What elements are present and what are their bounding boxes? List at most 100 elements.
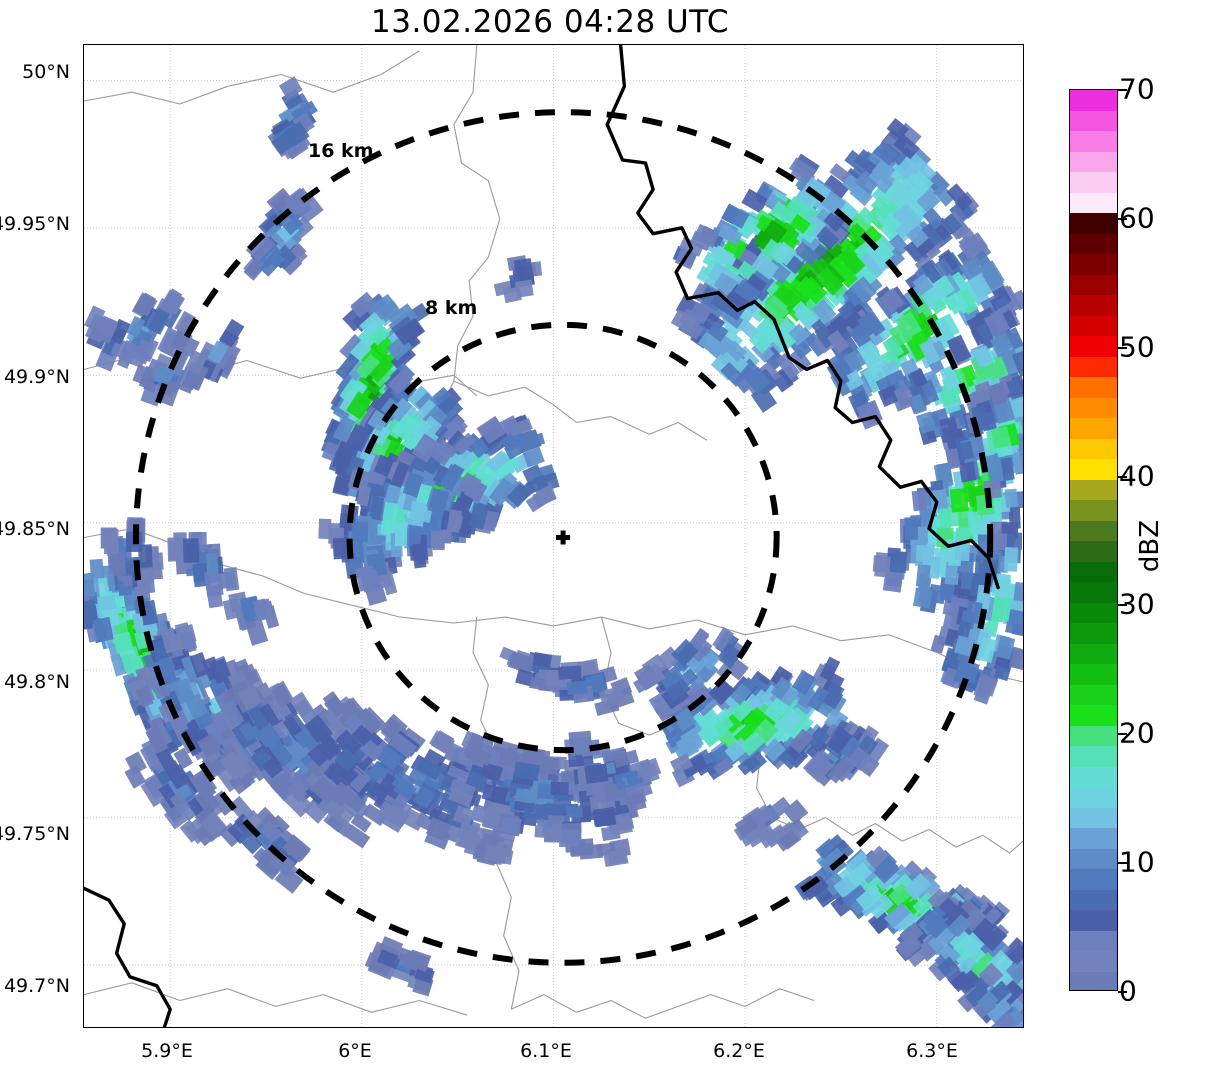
radar-echo-cell <box>140 599 159 626</box>
range-ring-8km <box>346 321 780 754</box>
radar-echo-cell <box>772 241 798 266</box>
radar-echo-cell <box>960 571 974 590</box>
radar-echo-cell <box>949 487 969 513</box>
colorbar-band <box>1070 828 1117 849</box>
radar-echo-cell <box>841 884 869 911</box>
radar-echo-cell <box>909 393 927 415</box>
x-tick-label: 5.9°E <box>141 1040 193 1062</box>
radar-echo-cell <box>838 248 866 276</box>
radar-echo-cell <box>244 617 269 646</box>
radar-echo-cell <box>632 780 653 799</box>
radar-echo-cell <box>257 243 283 269</box>
radar-echo-cell <box>566 680 588 695</box>
radar-echo-cell <box>213 350 231 370</box>
radar-echo-cell <box>169 791 191 815</box>
radar-echo-cell <box>712 245 735 265</box>
radar-echo-cell <box>670 309 698 334</box>
radar-echo-cell <box>924 913 950 939</box>
radar-echo-cell <box>268 738 295 767</box>
colorbar-band <box>1070 336 1117 357</box>
radar-echo-cell <box>318 731 341 755</box>
radar-echo-cell <box>332 781 360 808</box>
radar-echo-cell <box>743 706 768 732</box>
radar-echo-cell <box>415 757 443 781</box>
radar-echo-cell <box>336 762 359 785</box>
radar-echo-cell <box>747 689 771 714</box>
radar-echo-cell <box>92 616 114 643</box>
radar-echo-cell <box>248 705 269 731</box>
radar-echo-cell <box>218 318 245 348</box>
radar-echo-cell <box>954 635 975 657</box>
radar-echo-cell <box>218 822 244 848</box>
radar-echo-cell <box>365 353 394 383</box>
radar-echo-cell <box>712 626 734 652</box>
radar-echo-cell <box>920 379 940 405</box>
radar-echo-cell <box>665 678 691 702</box>
radar-echo-cell <box>887 234 910 257</box>
radar-echo-cell <box>356 485 372 507</box>
y-tick-label: 49.9°N <box>3 366 70 388</box>
radar-echo-cell <box>801 875 829 901</box>
colorbar-band <box>1070 233 1117 254</box>
radar-echo-cell <box>377 949 401 970</box>
radar-echo-cell <box>569 736 593 756</box>
radar-echo-cell <box>818 847 847 874</box>
radar-echo-cell <box>222 598 242 621</box>
radar-echo-cell <box>939 365 961 392</box>
radar-echo-cell <box>990 426 1012 449</box>
radar-echo-cell <box>391 770 416 795</box>
radar-echo-cell <box>867 168 894 194</box>
radar-echo-cell <box>794 276 818 300</box>
radar-map-canvas <box>84 45 1023 1027</box>
radar-echo-cell <box>288 770 313 795</box>
colorbar-band <box>1070 910 1117 931</box>
colorbar-band <box>1070 541 1117 562</box>
colorbar[interactable] <box>1069 89 1118 991</box>
radar-echo-cell <box>835 732 862 760</box>
radar-echo-cell <box>306 754 330 779</box>
radar-echo-cell <box>707 321 729 342</box>
radar-echo-cell <box>550 781 569 796</box>
radar-echo-cell <box>916 221 945 250</box>
radar-echo-cell <box>886 863 912 890</box>
radar-echo-cell <box>788 347 812 373</box>
radar-echo-cell <box>137 544 153 568</box>
radar-echo-cell <box>965 983 990 1009</box>
radar-echo-cell <box>427 487 450 515</box>
radar-echo-cell <box>989 308 1010 334</box>
radar-echo-cell <box>955 440 975 461</box>
radar-echo-cell <box>390 461 410 488</box>
radar-echo-cell <box>84 572 96 598</box>
radar-echo-cell <box>847 746 872 771</box>
radar-echo-cell <box>763 696 790 724</box>
radar-echo-cell <box>944 290 969 315</box>
radar-echo-cell <box>613 749 640 768</box>
radar-echo-cell <box>911 158 937 184</box>
radar-echo-cell <box>514 787 534 804</box>
radar-echo-cell <box>945 447 961 470</box>
radar-echo-cell <box>503 440 525 460</box>
radar-echo-cell <box>318 518 332 540</box>
radar-echo-cell <box>252 847 277 871</box>
radar-echo-cell <box>857 311 882 337</box>
radar-echo-cell <box>871 238 895 263</box>
colorbar-band <box>1070 582 1117 603</box>
radar-echo-cell <box>1013 581 1023 603</box>
radar-echo-cell <box>946 183 973 211</box>
radar-echo-cell <box>944 561 960 586</box>
radar-echo-cell <box>268 695 292 721</box>
radar-echo-cell <box>828 351 855 380</box>
y-tick-label: 49.95°N <box>0 213 70 235</box>
radar-echo-cell <box>211 790 236 816</box>
radar-map-axes[interactable]: 16 km 8 km <box>83 44 1024 1028</box>
radar-echo-cell <box>350 296 373 319</box>
radar-echo-cell <box>822 872 847 897</box>
radar-echo-cell <box>89 558 105 584</box>
national-border-southwest <box>84 886 172 1027</box>
radar-echo-cell <box>351 521 369 542</box>
radar-echo-cell <box>387 303 418 332</box>
radar-echo-cell <box>245 232 276 262</box>
radar-echo-cell <box>209 658 232 685</box>
radar-echo-cell <box>793 241 820 267</box>
